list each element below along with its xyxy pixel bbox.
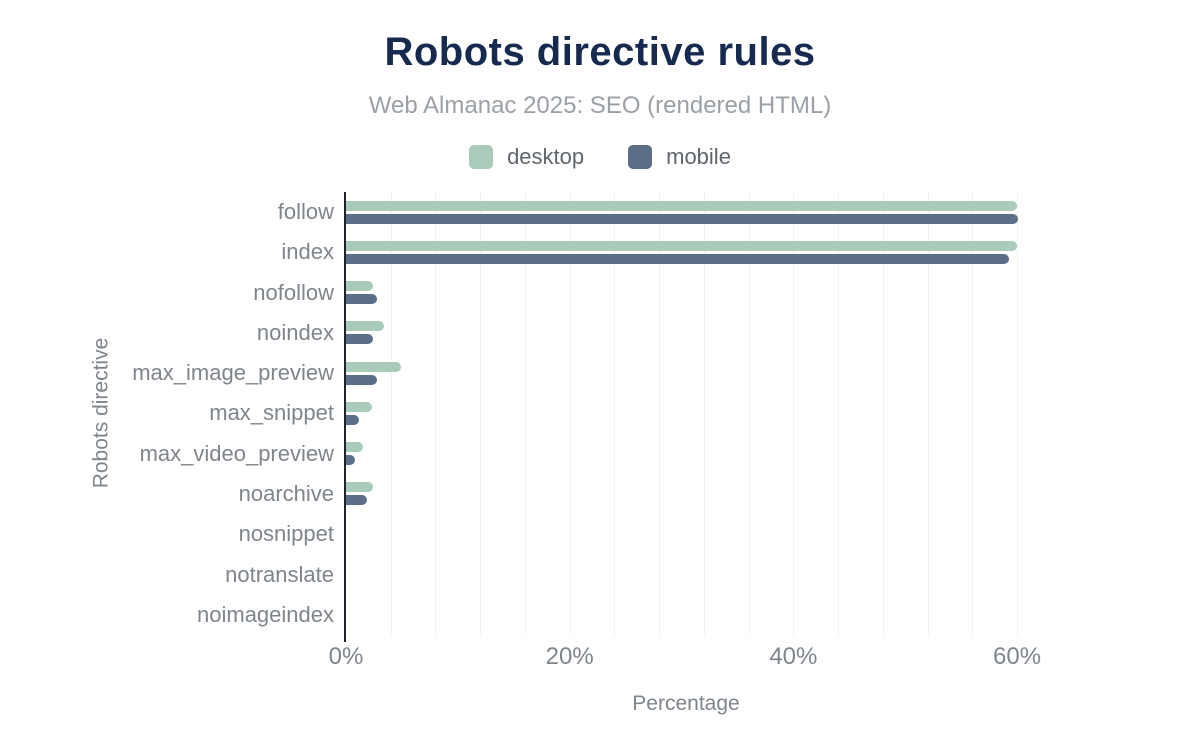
bar-mobile-noarchive bbox=[346, 495, 368, 506]
gridline-36 bbox=[748, 192, 750, 635]
y-label-row: max_video_preview bbox=[0, 434, 334, 474]
y-label-row: follow bbox=[0, 192, 334, 232]
legend-item-mobile[interactable]: mobile bbox=[628, 144, 731, 170]
x-tick-20%: 20% bbox=[545, 643, 594, 670]
bar-desktop-max_video_preview bbox=[346, 442, 363, 453]
gridline-12 bbox=[480, 192, 482, 635]
gridline-44 bbox=[838, 192, 840, 635]
gridline-24 bbox=[614, 192, 616, 635]
y-label-row: nofollow bbox=[0, 273, 334, 313]
bar-desktop-follow bbox=[346, 200, 1018, 211]
gridline-48 bbox=[882, 192, 884, 635]
bar-desktop-nofollow bbox=[346, 281, 373, 292]
y-label-max_video_preview: max_video_preview bbox=[139, 440, 334, 466]
bar-mobile-max_image_preview bbox=[346, 374, 378, 385]
plot-area bbox=[344, 192, 1026, 642]
bar-row-nofollow bbox=[346, 273, 1026, 313]
bar-desktop-noindex bbox=[346, 321, 385, 332]
bar-row-index bbox=[346, 232, 1026, 272]
y-label-follow: follow bbox=[277, 199, 334, 225]
gridline-8 bbox=[435, 192, 437, 635]
bar-row-max_snippet bbox=[346, 393, 1026, 433]
y-label-row: max_image_preview bbox=[0, 353, 334, 393]
y-label-row: noimageindex bbox=[0, 595, 334, 635]
bar-mobile-nofollow bbox=[346, 294, 378, 305]
bar-mobile-max_video_preview bbox=[346, 455, 355, 466]
x-axis-ticks: 0% 20% 40% 60% bbox=[329, 643, 1041, 673]
bar-desktop-index bbox=[346, 240, 1018, 251]
y-label-row: noindex bbox=[0, 313, 334, 353]
bar-row-nosnippet bbox=[346, 514, 1026, 554]
bar-row-follow bbox=[346, 192, 1026, 232]
legend-swatch-mobile bbox=[628, 145, 653, 169]
gridline-56 bbox=[972, 192, 974, 635]
bar-row-noarchive bbox=[346, 474, 1026, 514]
gridline-32 bbox=[703, 192, 705, 635]
y-label-noimageindex: noimageindex bbox=[197, 601, 334, 627]
bar-desktop-max_image_preview bbox=[346, 361, 401, 372]
gridline-4 bbox=[390, 192, 392, 635]
x-tick-60%: 60% bbox=[993, 643, 1042, 670]
y-label-row: max_snippet bbox=[0, 393, 334, 433]
bar-mobile-max_snippet bbox=[346, 414, 360, 425]
y-axis-line bbox=[344, 192, 346, 642]
y-label-row: noarchive bbox=[0, 474, 334, 514]
chart-title: Robots directive rules bbox=[384, 30, 816, 74]
legend-label: desktop bbox=[507, 144, 585, 169]
y-label-notranslate: notranslate bbox=[225, 561, 334, 587]
gridline-52 bbox=[927, 192, 929, 635]
gridline-20 bbox=[569, 192, 571, 635]
legend: desktop mobile bbox=[0, 144, 1200, 170]
gridline-16 bbox=[524, 192, 526, 635]
bar-mobile-noindex bbox=[346, 334, 373, 345]
x-axis-title: Percentage bbox=[632, 692, 740, 715]
y-label-row: index bbox=[0, 232, 334, 272]
y-label-noindex: noindex bbox=[256, 319, 334, 345]
bar-row-max_video_preview bbox=[346, 434, 1026, 474]
y-label-nosnippet: nosnippet bbox=[238, 521, 334, 547]
legend-item-desktop[interactable]: desktop bbox=[469, 144, 584, 170]
gridline-40 bbox=[793, 192, 795, 635]
y-label-index: index bbox=[281, 239, 334, 265]
y-axis-labels: follow index nofollow noindex max_image_prev… bbox=[0, 192, 334, 635]
y-label-max_image_preview: max_image_preview bbox=[132, 360, 334, 386]
bar-row-noindex bbox=[346, 313, 1026, 353]
y-label-row: nosnippet bbox=[0, 514, 334, 554]
legend-swatch-desktop bbox=[469, 145, 494, 169]
y-label-nofollow: nofollow bbox=[253, 279, 334, 305]
bar-mobile-index bbox=[346, 253, 1010, 264]
bar-desktop-max_snippet bbox=[346, 401, 372, 412]
legend-label: mobile bbox=[666, 144, 731, 169]
gridline-28 bbox=[659, 192, 661, 635]
bar-row-noimageindex bbox=[346, 595, 1026, 635]
bar-row-notranslate bbox=[346, 554, 1026, 594]
bar-desktop-noarchive bbox=[346, 482, 373, 493]
y-label-noarchive: noarchive bbox=[238, 480, 334, 506]
gridline-60 bbox=[1017, 192, 1019, 635]
y-label-max_snippet: max_snippet bbox=[209, 400, 334, 426]
bar-mobile-follow bbox=[346, 213, 1019, 224]
x-tick-0%: 0% bbox=[328, 643, 364, 670]
chart-subtitle: Web Almanac 2025: SEO (rendered HTML) bbox=[368, 92, 832, 119]
y-label-row: notranslate bbox=[0, 554, 334, 594]
x-tick-40%: 40% bbox=[769, 643, 818, 670]
bar-row-max_image_preview bbox=[346, 353, 1026, 393]
